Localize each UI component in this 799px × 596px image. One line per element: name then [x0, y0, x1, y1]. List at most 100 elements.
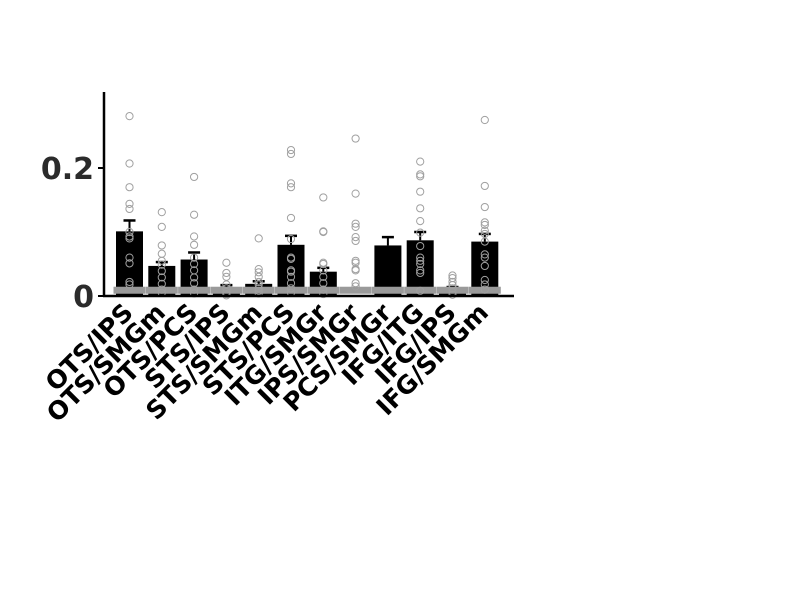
subject-point	[319, 193, 328, 202]
subject-point	[416, 157, 425, 166]
subject-point	[222, 258, 231, 267]
subject-point	[448, 290, 457, 299]
subject-point	[286, 272, 296, 281]
subject-point	[351, 266, 360, 275]
subject-point	[448, 284, 457, 293]
chance-marker	[275, 286, 307, 294]
subject-point	[254, 268, 263, 277]
subject-point	[157, 241, 166, 250]
subject-point	[286, 267, 296, 276]
subject-point	[351, 236, 360, 246]
subject-point	[190, 273, 199, 282]
subject-point	[157, 285, 166, 294]
subject-point	[480, 253, 489, 262]
subject-point	[125, 280, 134, 289]
subject-point	[351, 134, 360, 143]
subject-point	[125, 234, 134, 243]
subject-point	[190, 259, 199, 269]
subject-point	[351, 233, 360, 242]
subject-point	[125, 204, 134, 214]
subject-point	[416, 286, 425, 295]
subject-point	[480, 261, 489, 271]
subject-point	[190, 232, 199, 241]
subject-point	[319, 285, 328, 294]
subject-point	[157, 222, 166, 231]
subject-point	[480, 285, 489, 294]
subject-point	[480, 115, 489, 125]
subject-point	[157, 273, 166, 282]
subject-point	[480, 280, 489, 289]
y-ticks-group: 00.2	[41, 152, 104, 315]
subject-point	[480, 218, 489, 227]
bar	[116, 231, 143, 296]
subject-point	[286, 179, 296, 188]
subject-point	[448, 277, 457, 287]
subject-point	[448, 271, 457, 280]
subject-point	[286, 279, 296, 288]
chance-marker	[113, 286, 146, 294]
subject-point	[190, 285, 199, 294]
subject-point	[319, 272, 328, 281]
chance-marker	[404, 286, 437, 294]
subject-point	[286, 284, 296, 293]
subject-point	[286, 213, 296, 223]
subject-point	[190, 210, 199, 219]
subject-point	[286, 183, 296, 192]
subject-point	[351, 279, 360, 288]
subject-point	[351, 219, 360, 228]
subject-point	[286, 145, 296, 155]
subject-point	[480, 226, 489, 235]
subject-point	[416, 187, 425, 196]
subject-point	[157, 266, 166, 276]
subject-point	[416, 172, 425, 181]
subject-point	[416, 204, 425, 213]
subject-point	[190, 279, 199, 288]
subject-point	[222, 268, 231, 278]
subject-point	[125, 253, 134, 262]
subject-point	[286, 149, 296, 159]
subject-points-group	[125, 112, 489, 300]
subject-point	[319, 259, 328, 269]
subject-point	[125, 112, 134, 121]
subject-point	[286, 254, 296, 263]
chance-marker	[371, 286, 404, 294]
subject-point	[125, 227, 134, 237]
subject-point	[254, 284, 263, 293]
subject-point	[416, 259, 425, 269]
subject-point	[254, 280, 263, 289]
subject-point	[416, 253, 425, 262]
x-tick-labels-group: OTS/IPSOTS/SMGmOTS/PCSSTS/IPSSTS/SMGmSTS…	[40, 297, 494, 428]
subject-point	[480, 237, 489, 246]
subject-point	[319, 227, 328, 237]
subject-point	[190, 253, 199, 262]
subject-point	[416, 228, 425, 237]
subject-point	[125, 277, 134, 287]
y-tick-label: 0	[73, 280, 94, 315]
subject-point	[480, 275, 489, 285]
subject-point	[125, 183, 134, 192]
subject-point	[254, 234, 263, 243]
subject-point	[480, 220, 489, 230]
subject-point	[480, 250, 489, 259]
subject-point	[125, 199, 134, 208]
chance-marker	[145, 286, 178, 294]
subject-point	[157, 260, 166, 269]
subject-point	[125, 259, 134, 268]
subject-point	[319, 279, 328, 288]
subject-point	[480, 181, 489, 191]
subject-point	[480, 202, 489, 212]
subject-point	[319, 289, 328, 299]
subject-point	[125, 159, 134, 168]
subject-point	[286, 234, 296, 244]
subject-point	[416, 241, 425, 251]
subject-point	[254, 277, 263, 287]
subject-point	[190, 240, 199, 249]
axes-group	[102, 92, 514, 298]
subject-point	[319, 266, 328, 275]
subject-point	[351, 282, 360, 291]
subject-point	[351, 189, 360, 198]
subject-point	[157, 208, 166, 217]
subject-point	[416, 266, 425, 275]
chance-marker	[468, 286, 501, 294]
